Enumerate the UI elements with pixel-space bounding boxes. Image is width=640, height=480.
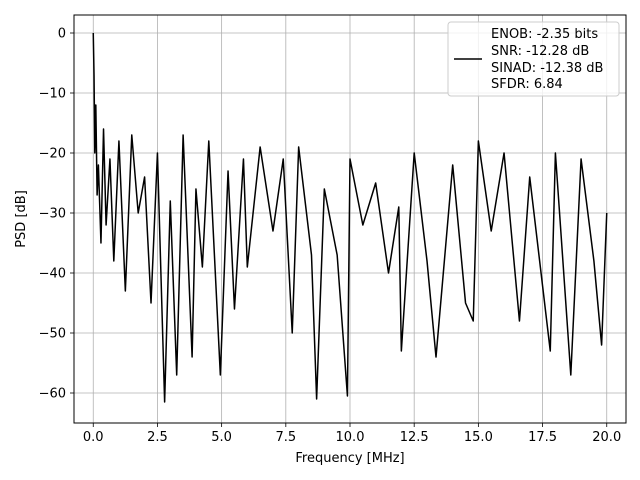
psd-series-line (92, 32, 608, 403)
x-tick-label: 7.5 (275, 430, 296, 445)
y-tick-label: −20 (39, 147, 66, 162)
legend-entry-sfdr: SFDR: 6.84 (491, 77, 563, 92)
x-tick-label: 12.5 (400, 430, 429, 445)
legend-box (447, 21, 620, 97)
y-tick-label: −40 (39, 267, 66, 282)
legend-entry-enob: ENOB: -2.35 bits (491, 27, 598, 42)
x-tick-label: 17.5 (528, 430, 557, 445)
y-tick-label: 0 (58, 27, 66, 42)
y-axis-label: PSD [dB] (14, 190, 29, 248)
x-tick-label: 0.0 (83, 430, 104, 445)
y-tick-label: −60 (39, 387, 66, 402)
x-tick-label: 5.0 (211, 430, 232, 445)
x-tick-label: 20.0 (592, 430, 621, 445)
y-tick-label: −30 (39, 207, 66, 222)
y-tick-label: −10 (39, 87, 66, 102)
x-tick-label: 15.0 (464, 430, 493, 445)
legend: ENOB: -2.35 bits SNR: -12.28 dB SINAD: -… (447, 21, 620, 97)
series-layer (92, 32, 608, 403)
x-tick-label: 2.5 (147, 430, 168, 445)
x-tick-label: 10.0 (336, 430, 365, 445)
legend-entry-snr: SNR: -12.28 dB (491, 44, 589, 59)
x-axis-label: Frequency [MHz] (295, 451, 404, 466)
y-tick-label: −50 (39, 327, 66, 342)
ticks: 0.0 2.5 5.0 7.5 10.0 12.5 15.0 17.5 20.0 0 −10 −20 −… (39, 27, 622, 446)
legend-entry-sinad: SINAD: -12.38 dB (491, 61, 603, 76)
